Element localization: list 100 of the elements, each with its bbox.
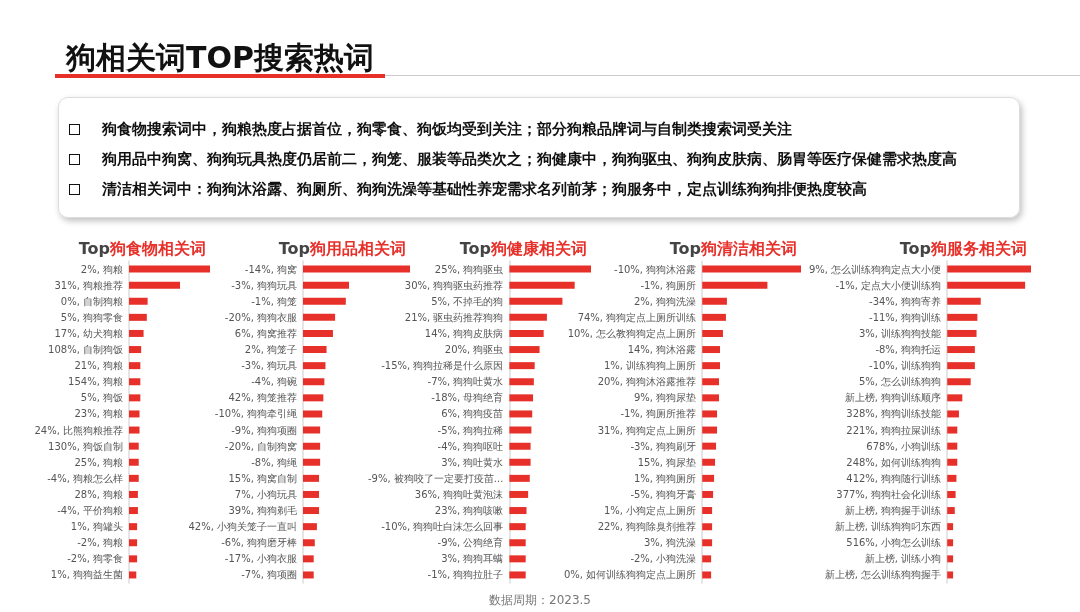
bar [303,474,320,482]
bar [947,313,978,321]
bar [702,297,727,305]
y-tick-label: -20%, 狗狗衣服 [224,311,297,323]
y-tick-label: 1%, 狗罐头 [70,521,123,533]
y-tick-label: 24%, 比熊狗粮推荐 [34,424,123,436]
y-tick-label: 31%, 狗粮推荐 [54,279,123,291]
y-tick-label: -17%, 小狗衣服 [224,553,297,565]
bar [702,523,713,531]
bar [303,539,315,547]
y-tick-label: 30%, 狗狗驱虫药推荐 [404,279,504,291]
y-tick-label: -15%, 狗狗拉稀是什么原因 [381,360,504,372]
bar [947,329,977,337]
y-tick-label: -7%, 狗狗吐黄水 [427,376,504,388]
y-tick-label: 14%, 狗狗皮肤病 [424,327,504,339]
bar [702,571,712,579]
y-tick-label: -10%, 狗狗牵引绳 [214,408,297,420]
bar [303,555,314,563]
y-tick-label: 154%, 狗粮 [68,376,123,388]
bar [509,410,533,418]
y-tick-label: 新上榜, 狗狗训练顺序 [844,392,942,404]
bar [702,458,716,466]
y-tick-label: -9%, 公狗绝育 [437,537,504,549]
y-tick-label: 2%, 狗笼子 [244,344,297,356]
bar [129,442,139,450]
bar [509,539,526,547]
y-tick-label: 221%, 狗狗拉屎训练 [846,424,942,436]
y-tick-label: 516%, 小狗怎么训练 [846,537,942,549]
bar [702,442,717,450]
bar [509,474,530,482]
y-tick-label: 1%, 狗狗益生菌 [50,569,123,581]
bar [509,362,535,370]
y-tick-label: 328%, 狗狗训练技能 [846,408,942,420]
y-tick-label: 1%, 小狗定点上厕所 [603,505,697,517]
bar [129,410,140,418]
y-tick-label: -2%, 小狗洗澡 [630,553,697,565]
bar [947,426,958,434]
y-tick-label: 6%, 狗狗疫苗 [441,408,504,420]
chart-title: Top狗食物相关词 [78,238,206,258]
bar [947,378,971,386]
bar [129,281,181,289]
bar [129,394,141,402]
y-tick-label: 21%, 狗粮 [74,360,123,372]
bar [303,346,327,354]
y-tick-label: 5%, 怎么训练狗狗 [858,376,942,388]
y-tick-label: -9%, 被狗咬了一定要打疫苗... [367,472,504,484]
y-tick-label: 9%, 怎么训练狗狗定点大小便 [808,263,942,275]
bar [303,523,317,531]
y-tick-label: 15%, 狗窝自制 [228,472,297,484]
bar [303,394,324,402]
y-tick-label: 31%, 狗狗定点上厕所 [597,424,697,436]
y-tick-label: -1%, 定点大小便训练狗 [835,279,942,291]
y-tick-label: 23%, 狗粮 [74,408,123,420]
y-tick-label: 新上榜, 训练小狗 [864,553,942,565]
bar [129,378,141,386]
bar [303,378,325,386]
bar [947,555,954,563]
bar [129,458,139,466]
y-tick-label: -7%, 狗项圈 [241,569,297,581]
y-tick-label: 678%, 小狗训练 [866,440,942,452]
y-tick-label: -2%, 狗粮 [77,537,123,549]
bar [702,313,726,321]
bar [702,265,801,273]
y-tick-label: -3%, 狗狗刷牙 [630,440,697,452]
bar [509,297,563,305]
bar [702,362,720,370]
bar [947,265,1031,273]
text: 狗相关词TOP搜索热词 [66,39,374,77]
bar [702,474,715,482]
y-tick-label: 36%, 狗狗吐黄泡沫 [414,488,504,500]
y-tick-label: -3%, 狗狗玩具 [231,279,297,291]
bar [129,426,140,434]
y-tick-label: 3%, 狗狗耳螨 [441,553,504,565]
bar [129,474,139,482]
y-tick-label: 3%, 狗洗澡 [643,537,697,549]
y-tick-label: -4%, 狗碗 [251,376,297,388]
bar [947,474,957,482]
y-tick-label: -5%, 狗狗拉稀 [437,424,504,436]
y-tick-label: -4%, 平价狗粮 [57,505,123,517]
y-tick-label: -10%, 训练狗狗 [869,360,942,372]
y-tick-label: -8%, 狗绳 [251,456,297,468]
bar [702,490,714,498]
bar [509,442,531,450]
y-tick-label: 1%, 训练狗狗上厕所 [603,360,697,372]
y-tick-label: 108%, 自制狗饭 [48,344,123,356]
text: 清洁相关词中：狗狗沐浴露、狗厕所、狗狗洗澡等基础性养宠需求名列前茅；狗服务中，定点训练狗狗排便热度较高 [102,179,867,199]
y-tick-label: 6%, 狗窝推荐 [234,327,297,339]
bar [509,346,540,354]
y-tick-label: 130%, 狗饭自制 [48,440,123,452]
bar [129,571,137,579]
y-tick-label: -3%, 狗玩具 [241,360,297,372]
y-tick-label: 22%, 狗狗除臭剂推荐 [597,521,697,533]
y-tick-label: -1%, 狗厕所 [640,279,697,291]
bar [702,410,718,418]
bar [509,329,544,337]
y-tick-label: 9%, 狗狗尿垫 [633,392,697,404]
y-tick-label: 0%, 如何训练狗狗定点上厕所 [563,569,697,581]
bar [947,346,975,354]
bar [303,458,321,466]
bar [509,490,529,498]
